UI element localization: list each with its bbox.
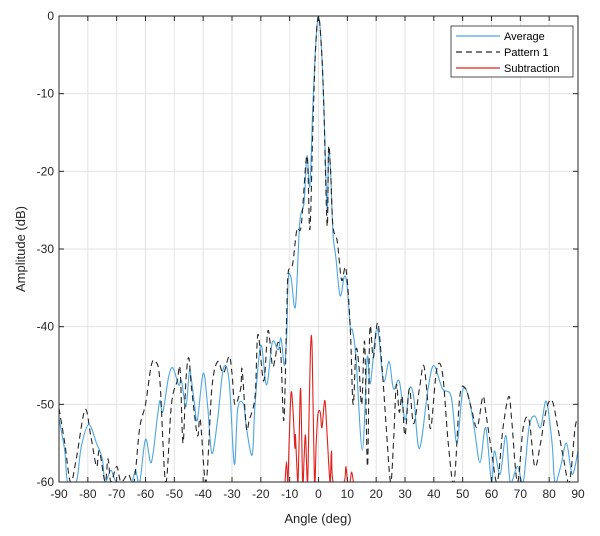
legend-label-pattern-1: Pattern 1 xyxy=(504,47,549,59)
series-lines xyxy=(59,16,578,482)
x-tick-label: -20 xyxy=(252,487,270,501)
y-tick-label: -50 xyxy=(37,397,55,411)
x-tick-label: 40 xyxy=(427,487,441,501)
ticks: -90 -80 -70 -60 -50 -40 -30 -20 -10 0 10 20 30 40 50 60… xyxy=(37,9,585,501)
x-tick-label: 50 xyxy=(456,487,470,501)
x-tick-label: -50 xyxy=(166,487,184,501)
series-subtraction xyxy=(284,334,354,482)
x-tick-label: 90 xyxy=(571,487,585,501)
x-tick-label: -10 xyxy=(281,487,299,501)
x-tick-label: 20 xyxy=(369,487,383,501)
grid xyxy=(58,15,579,483)
x-tick-label: -30 xyxy=(223,487,241,501)
x-tick-label: -80 xyxy=(79,487,97,501)
y-tick-label: 0 xyxy=(47,9,54,23)
x-tick-label: 60 xyxy=(485,487,499,501)
y-tick-label: -30 xyxy=(37,242,55,256)
y-tick-label: -40 xyxy=(37,320,55,334)
legend-label-average: Average xyxy=(504,31,545,43)
legend-label-subtraction: Subtraction xyxy=(504,63,560,75)
x-tick-label: -40 xyxy=(194,487,212,501)
legend: Average Pattern 1 Subtraction xyxy=(450,25,574,78)
x-tick-label: -70 xyxy=(108,487,126,501)
y-tick-label: -20 xyxy=(37,164,55,178)
x-axis-label: Angle (deg) xyxy=(284,511,351,526)
series-pattern-1 xyxy=(59,16,578,482)
x-tick-label: 80 xyxy=(542,487,556,501)
x-tick-label: 0 xyxy=(315,487,322,501)
y-tick-label: -60 xyxy=(37,475,55,489)
y-tick-label: -10 xyxy=(37,87,55,101)
series-average xyxy=(59,16,578,482)
x-tick-label: 70 xyxy=(514,487,528,501)
x-tick-label: -90 xyxy=(50,487,68,501)
x-tick-label: 10 xyxy=(341,487,355,501)
y-axis-label: Amplitude (dB) xyxy=(13,206,28,292)
x-tick-label: 30 xyxy=(398,487,412,501)
x-tick-label: -60 xyxy=(137,487,155,501)
